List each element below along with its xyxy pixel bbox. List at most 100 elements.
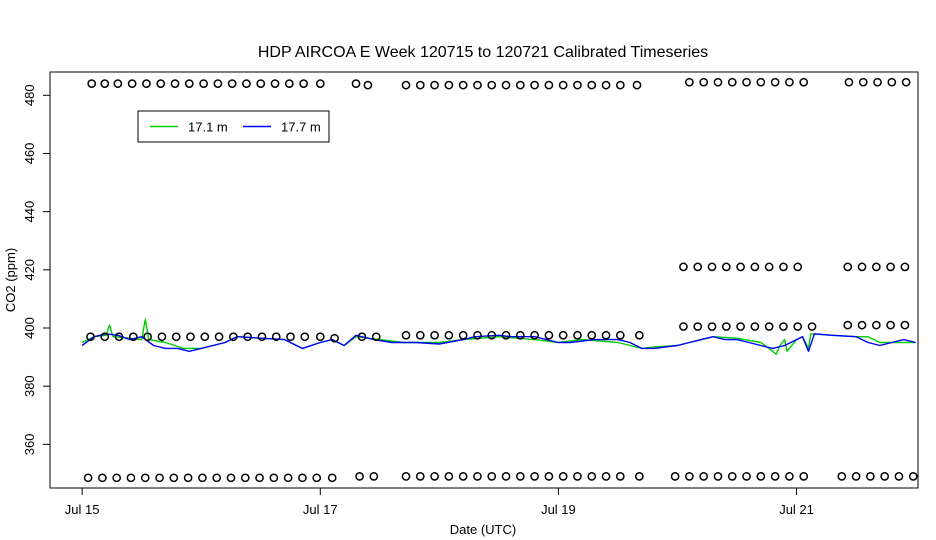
calibration-marker [515, 80, 525, 90]
calibration-marker [114, 332, 124, 342]
calibration-marker [871, 262, 881, 272]
calibration-marker [558, 472, 568, 481]
calibration-marker [112, 473, 122, 483]
calibration-marker [544, 472, 554, 481]
calibration-marker [858, 77, 868, 87]
calibration-marker [444, 330, 454, 340]
plot-frame [49, 71, 919, 489]
calibration-marker [257, 332, 267, 342]
calibration-marker [229, 332, 238, 342]
calibration-marker [880, 472, 890, 481]
calibration-marker [886, 320, 895, 330]
calibration-marker [573, 330, 582, 340]
legend-label: 17.1 m [188, 120, 228, 135]
calibration-marker [199, 79, 208, 88]
calibration-marker [713, 77, 723, 87]
calibration-marker [587, 330, 597, 340]
calibration-marker [487, 472, 497, 481]
calibration-marker [415, 330, 425, 340]
plot-area: Jul 15 Jul 17 Jul 19 Jul 21 360 380 400 420 440 4… [22, 71, 919, 517]
calibration-marker [851, 472, 861, 481]
calibration-marker [807, 322, 817, 331]
calibration-marker [170, 79, 180, 88]
y-tick-label: 360 [22, 434, 37, 456]
calibration-marker [756, 472, 766, 481]
calibration-marker [473, 472, 482, 481]
calibration-marker [679, 262, 688, 272]
calibration-marker [866, 472, 875, 481]
calibration-marker [155, 473, 164, 483]
calibration-marker [226, 473, 236, 483]
calibration-marker [501, 472, 511, 481]
calibration-marker [727, 77, 737, 87]
calibration-marker [126, 473, 136, 483]
y-tick-label: 420 [22, 259, 37, 281]
x-tick-label: Jul 21 [779, 502, 814, 517]
calibration-marker [171, 332, 181, 342]
calibration-marker [685, 77, 694, 87]
calibration-marker [857, 262, 867, 272]
calibration-marker [140, 473, 150, 483]
calibration-marker [632, 80, 642, 90]
calibration-marker [401, 330, 411, 340]
calibration-marker [415, 472, 425, 481]
calibration-marker [544, 330, 554, 340]
calibration-marker [458, 80, 468, 90]
calibration-marker [298, 473, 307, 483]
calibration-marker [487, 80, 497, 90]
calibration-marker [670, 472, 680, 481]
calibration-marker [156, 79, 166, 88]
calibration-marker [363, 80, 373, 90]
calibration-marker [693, 322, 703, 331]
calibration-marker [573, 472, 582, 481]
calibration-marker [127, 79, 137, 88]
calibration-marker [183, 473, 193, 483]
calibration-marker [300, 332, 310, 342]
x-tick-label: Jul 19 [541, 502, 576, 517]
calibration-marker [240, 473, 250, 483]
calibration-marker [901, 77, 911, 87]
series-line-17-7m [81, 333, 916, 352]
calibration-marker [685, 472, 694, 481]
calibration-marker [756, 77, 766, 87]
calibration-marker [587, 472, 597, 481]
y-tick-label: 440 [22, 201, 37, 223]
calibration-marker [601, 80, 611, 90]
calibration-marker [721, 262, 731, 272]
x-axis-label: Date (UTC) [450, 522, 516, 537]
calibration-marker [615, 80, 625, 90]
calibration-marker [430, 472, 439, 481]
calibration-marker [473, 80, 482, 90]
calibration-marker [458, 472, 468, 481]
calibration-marker [558, 330, 568, 340]
x-tick-label: Jul 17 [303, 502, 338, 517]
calibration-marker [679, 322, 688, 331]
calibration-marker [255, 473, 264, 483]
calibration-marker [256, 79, 266, 88]
calibration-marker [198, 473, 207, 483]
calibration-marker [750, 322, 760, 331]
calibration-marker [894, 472, 904, 481]
calibration-marker [857, 320, 867, 330]
calibration-marker [270, 79, 280, 88]
calibration-marker [750, 262, 760, 272]
calibration-marker [269, 473, 279, 483]
calibration-marker [770, 77, 780, 87]
calibration-marker [871, 320, 881, 330]
calibration-marker [693, 262, 703, 272]
calibration-marker [530, 472, 539, 481]
calibration-marker [371, 332, 381, 342]
calibration-marker [785, 77, 794, 87]
calibration-marker [430, 330, 439, 340]
calibration-marker [779, 262, 788, 272]
calibration-marker [327, 473, 337, 483]
calibration-marker [721, 322, 731, 331]
calibration-marker [530, 80, 539, 90]
calibration-marker [727, 472, 737, 481]
calibration-marker [908, 472, 918, 481]
chart-title: HDP AIRCOA E Week 120715 to 120721 Calib… [258, 44, 708, 61]
calibration-marker [530, 330, 539, 340]
y-axis-label: CO2 (ppm) [3, 248, 18, 312]
calibration-marker [444, 472, 454, 481]
